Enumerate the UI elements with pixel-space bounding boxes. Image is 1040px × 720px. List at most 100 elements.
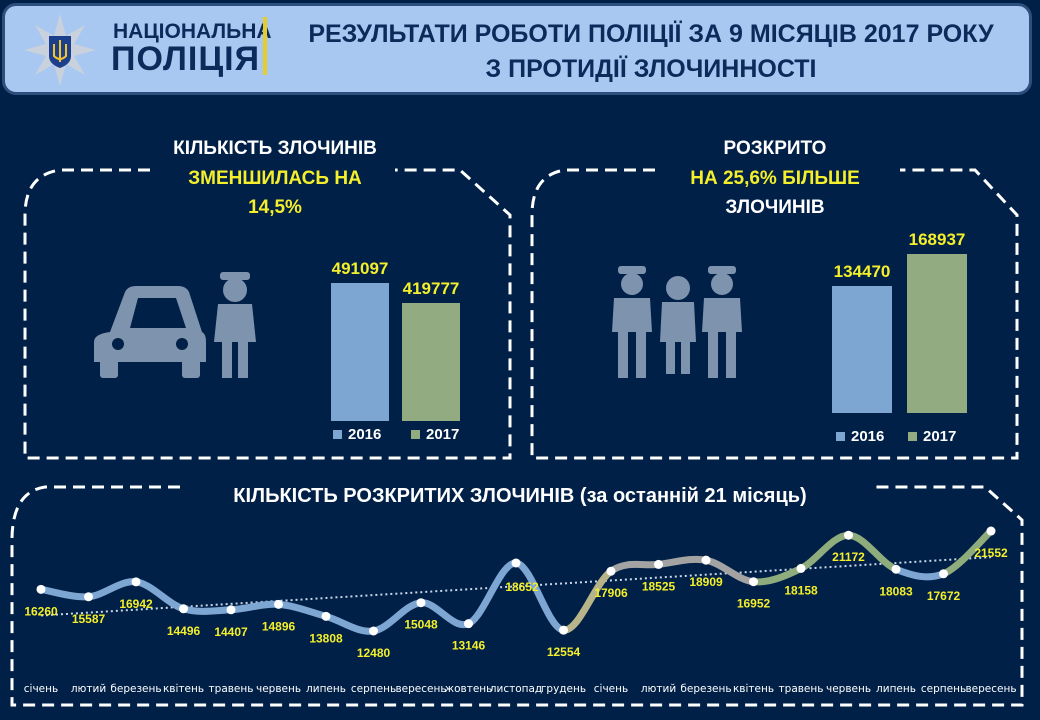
data-point [179,604,188,614]
line-segment [465,559,520,628]
data-label: 12554 [547,645,581,659]
data-point [606,566,616,576]
police-star-logo-icon [24,14,96,86]
line-segment [180,605,235,615]
data-label: 14407 [214,625,248,639]
data-label: 18909 [689,575,723,589]
solved-legend-item: 2017 [908,428,956,445]
data-point [369,626,378,636]
legend-swatch [836,432,845,441]
x-tick-label: травень [779,683,824,695]
line-segment [275,600,330,620]
legend-swatch [908,432,917,441]
x-tick-label: серпень [921,683,966,695]
x-tick-label: жовтень [445,683,493,695]
legend-label: 2016 [348,426,382,443]
line-segment [85,578,140,601]
solved-heading: РОЗКРИТО [723,138,827,159]
page-title: РЕЗУЛЬТАТИ РОБОТИ ПОЛІЦІЇ ЗА 9 МІСЯЦІВ 2… [308,20,994,48]
data-point [274,599,283,609]
solved-legend-item: 2016 [836,428,884,445]
legend-label: 2016 [851,428,885,445]
data-label: 18525 [642,579,676,593]
crimes-bar-value: 419777 [402,279,460,299]
header-banner [2,3,1032,95]
solved-panel-border [530,168,1019,460]
data-point [939,569,948,579]
data-label: 16260 [24,604,58,618]
data-label: 14896 [262,619,296,633]
x-tick-label: червень [826,683,871,695]
line-segment [512,559,567,634]
x-tick-label: лютий [71,683,106,695]
timeline-panel-border [10,485,1024,707]
crimes-panel-border [23,168,512,460]
data-label: 15587 [72,612,106,626]
data-label: 13808 [309,631,343,645]
line-segment [560,567,615,634]
crimes-bar-value: 491097 [331,259,389,278]
header-divider [263,17,267,75]
data-point [796,563,806,573]
data-label: 17906 [594,586,628,600]
x-tick-label: липень [306,683,346,695]
x-tick-label: січень [594,683,628,695]
data-label: 12480 [357,646,391,660]
line-segment [37,585,92,601]
crimes-bar-2016 [331,283,389,421]
x-tick-label: квітень [163,683,204,695]
x-tick-label: березень [110,683,161,695]
x-tick-label: вересень [395,683,446,695]
x-tick-label: грудень [541,683,586,695]
solved-bar-value: 168937 [908,230,966,249]
x-tick-label: листопад [490,683,542,695]
x-tick-label: січень [24,683,58,695]
data-point [416,598,426,608]
crimes-legend-item: 2017 [411,426,459,443]
data-point [986,526,996,536]
data-label: 16942 [119,597,153,611]
data-label: 18083 [879,584,913,598]
x-tick-label: травень [209,683,254,695]
data-label: 15048 [404,618,438,632]
crimes-legend-item: 2016 [333,426,381,443]
legend-swatch [333,430,342,439]
solved-increase-label: НА 25,6% БІЛЬШЕ [690,168,860,189]
line-segment [322,612,377,635]
line-segment [892,565,947,581]
data-label: 13146 [452,639,486,653]
x-tick-label: серпень [351,683,396,695]
data-point [749,577,758,587]
data-point [844,530,853,540]
solved-bar-value: 134470 [833,262,891,282]
data-label: 18158 [784,583,818,597]
data-point [701,555,711,565]
line-segment [227,600,282,614]
x-tick-label: лютий [641,683,676,695]
data-point [36,584,46,594]
page-subtitle: З ПРОТИДІЇ ЗЛОЧИННОСТІ [485,55,817,83]
legend-label: 2017 [426,426,460,443]
data-point [226,605,236,615]
police-arrest-icon [612,266,742,378]
logo-text-line1: НАЦІОНАЛЬНА [113,20,272,43]
data-point [654,559,663,569]
x-tick-label: березень [680,683,731,695]
solved-bar-2016 [832,286,892,413]
data-label: 18652 [505,580,539,594]
line-segment [655,555,710,568]
data-point [511,558,521,568]
x-tick-label: вересень [965,683,1016,695]
solved-bar-2017 [907,254,967,413]
police-car-officer-icon [94,272,256,378]
legend-swatch [411,430,420,439]
data-point [321,611,331,621]
legend-label: 2017 [923,428,957,445]
x-tick-label: липень [876,683,916,695]
data-point [84,592,93,602]
data-label: 17672 [927,589,961,603]
data-point [559,625,568,635]
chart-title: КІЛЬКІСТЬ РОЗКРИТИХ ЗЛОЧИНІВ (за останні… [233,485,807,507]
